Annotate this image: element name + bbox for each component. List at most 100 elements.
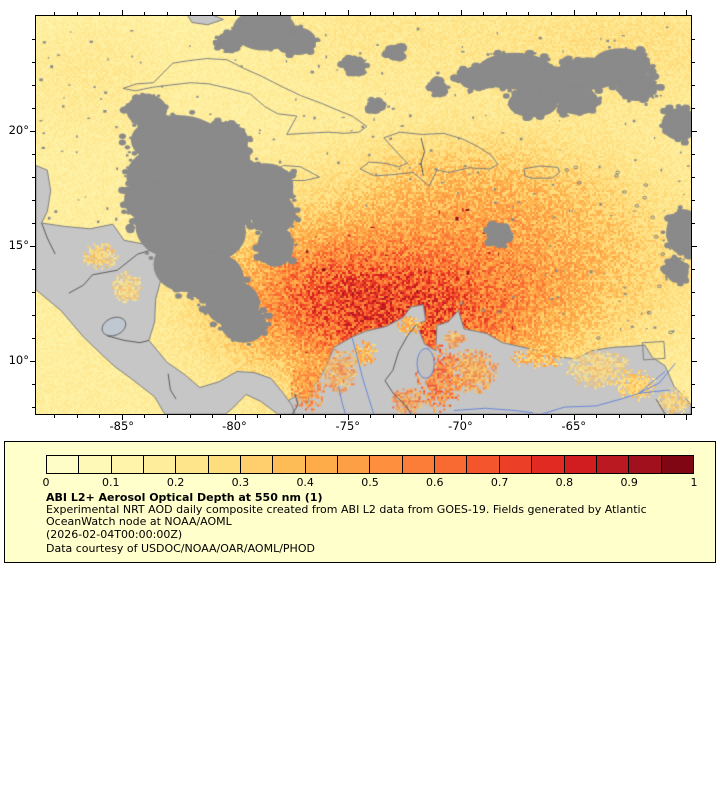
lon-tick-label: -75° <box>335 419 361 433</box>
colorbar-cell <box>370 456 403 473</box>
axis-tick-mark <box>663 12 665 15</box>
colorbar-tick-label: 0.6 <box>426 476 444 489</box>
axis-tick-mark <box>692 154 695 156</box>
axis-tick-mark <box>573 10 575 15</box>
colorbar-tick-label: 1 <box>690 476 698 489</box>
axis-tick-mark <box>302 415 304 418</box>
axis-tick-mark <box>692 108 695 110</box>
lon-tick-label: -85° <box>109 419 135 433</box>
axis-tick-mark <box>641 12 643 15</box>
axis-tick-mark <box>189 415 191 418</box>
axis-tick-mark <box>618 415 620 418</box>
axis-tick-mark <box>692 131 697 133</box>
axis-tick-mark <box>76 415 78 418</box>
axis-tick-mark <box>692 177 695 179</box>
axis-tick-mark <box>32 154 35 156</box>
axis-tick-mark <box>392 12 394 15</box>
axis-tick-mark <box>641 415 643 418</box>
axis-tick-mark <box>392 415 394 418</box>
axis-tick-mark <box>99 12 101 15</box>
axis-tick-mark <box>415 415 417 418</box>
axis-tick-mark <box>596 12 598 15</box>
axis-tick-mark <box>121 415 123 420</box>
axis-tick-mark <box>550 415 552 418</box>
axis-tick-mark <box>573 415 575 420</box>
axis-tick-mark <box>54 12 56 15</box>
axis-tick-mark <box>212 415 214 418</box>
axis-tick-mark <box>32 223 35 225</box>
axis-tick-mark <box>54 415 56 418</box>
colorbar-cell <box>338 456 371 473</box>
axis-tick-mark <box>663 415 665 418</box>
axis-tick-mark <box>692 315 695 317</box>
axis-tick-mark <box>325 415 327 418</box>
legend-courtesy: Data courtesy of USDOC/NOAA/OAR/AOML/PHO… <box>46 542 315 555</box>
axis-tick-mark <box>347 415 349 420</box>
colorbar-cell <box>629 456 662 473</box>
colorbar-tick-labels: 0 0.1 0.2 0.3 0.4 0.5 0.6 0.7 0.8 0.9 1 <box>42 476 698 489</box>
axis-tick-mark <box>692 223 695 225</box>
axis-tick-mark <box>692 407 695 409</box>
colorbar-cell <box>79 456 112 473</box>
colorbar-cell <box>208 456 242 473</box>
axis-tick-mark <box>32 177 35 179</box>
axis-tick-mark <box>32 315 35 317</box>
axis-tick-mark <box>144 12 146 15</box>
axis-tick-mark <box>596 415 598 418</box>
axis-tick-mark <box>32 39 35 40</box>
axis-tick-mark <box>167 415 168 418</box>
axis-tick-mark <box>32 108 35 110</box>
colorbar-cell <box>273 456 306 473</box>
lon-tick-label: -65° <box>561 419 587 433</box>
lat-tick-label: 15° <box>8 238 29 253</box>
colorbar-tick-label: 0.7 <box>490 476 509 489</box>
colorbar-tick-label: 0.1 <box>102 476 120 489</box>
colorbar-tick-label: 0.9 <box>620 476 638 489</box>
legend-title: ABI L2+ Aerosol Optical Depth at 550 nm … <box>46 491 323 504</box>
axis-tick-mark <box>692 338 695 340</box>
axis-tick-mark <box>32 200 35 202</box>
axis-tick-mark <box>32 407 35 409</box>
axis-tick-mark <box>550 12 552 15</box>
axis-tick-mark <box>692 200 695 202</box>
axis-tick-mark <box>370 415 372 418</box>
axis-tick-mark <box>144 415 146 418</box>
axis-tick-mark <box>370 12 372 15</box>
axis-tick-mark <box>618 12 620 15</box>
axis-tick-mark <box>692 361 697 363</box>
axis-tick-mark <box>302 12 304 15</box>
axis-tick-mark <box>528 12 530 15</box>
axis-tick-mark <box>32 269 35 271</box>
colorbar-cell <box>532 456 565 473</box>
axis-tick-mark <box>234 415 236 420</box>
axis-tick-mark <box>234 10 236 15</box>
colorbar-cell <box>176 456 209 473</box>
axis-tick-mark <box>686 415 688 420</box>
axis-tick-mark <box>279 12 281 15</box>
colorbar-tick-label: 0.8 <box>555 476 574 489</box>
colorbar-cell <box>47 456 80 473</box>
lon-tick-label: -70° <box>448 419 473 433</box>
axis-tick-mark <box>692 384 695 386</box>
axis-tick-mark <box>32 292 35 294</box>
legend-description: Experimental NRT AOD daily composite cre… <box>46 503 647 528</box>
axis-tick-mark <box>32 384 35 386</box>
axis-tick-mark <box>460 10 462 15</box>
axis-tick-mark <box>483 12 485 15</box>
axis-tick-mark <box>32 62 35 63</box>
axis-tick-mark <box>325 12 327 15</box>
colorbar-cell <box>661 456 693 473</box>
colorbar-tick-label: 0 <box>42 476 50 489</box>
axis-tick-mark <box>32 338 35 340</box>
axis-tick-mark <box>189 12 191 15</box>
axis-tick-mark <box>528 415 530 418</box>
axis-tick-mark <box>279 415 281 418</box>
axis-tick-mark <box>212 12 214 15</box>
axis-tick-mark <box>32 85 35 87</box>
axis-tick-mark <box>257 415 259 418</box>
axis-tick-mark <box>505 12 507 15</box>
axis-tick-mark <box>460 415 462 420</box>
axis-tick-mark <box>257 12 259 15</box>
colorbar-tick-label: 0.5 <box>361 476 379 489</box>
